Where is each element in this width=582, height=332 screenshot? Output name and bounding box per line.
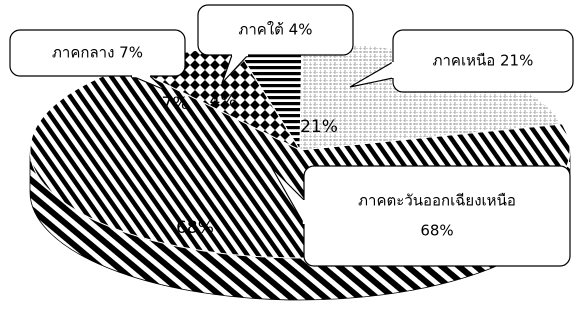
callout-horizontal-bars: ภาคใต้ 4% — [197, 4, 354, 84]
callout-text: ภาคกลาง 7% — [52, 44, 143, 62]
callout-text: 68% — [420, 222, 453, 240]
pie-callouts: ภาคตะวันออกเฉียงเหนือ 68% ภาคกลาง 7% ภาคใต้… — [9, 4, 574, 267]
callout-pointer — [271, 167, 305, 225]
callout-pointer — [349, 61, 394, 88]
slice-value-label: 4% — [210, 91, 237, 111]
callout-diamonds: ภาคกลาง 7% — [9, 29, 186, 91]
callout-box — [197, 4, 354, 56]
callout-pointer — [131, 75, 166, 91]
callout-text: ภาคใต้ 4% — [239, 21, 313, 39]
callout-box — [303, 165, 571, 267]
pie-slice-labels: 68% 7% 4% 21% — [162, 91, 338, 238]
callout-grid: ภาคเหนือ 21% — [349, 29, 574, 93]
slice-value-label: 68% — [176, 218, 214, 238]
callout-text: ภาคเหนือ 21% — [433, 52, 534, 70]
callout-box — [9, 29, 186, 77]
slice-value-label: 7% — [162, 94, 189, 114]
callout-diagonal-stripes: ภาคตะวันออกเฉียงเหนือ 68% — [271, 165, 571, 267]
callout-box — [392, 29, 574, 93]
callout-pointer — [221, 54, 249, 84]
callout-text: ภาคตะวันออกเฉียงเหนือ — [358, 192, 516, 210]
slice-value-label: 21% — [300, 117, 338, 137]
